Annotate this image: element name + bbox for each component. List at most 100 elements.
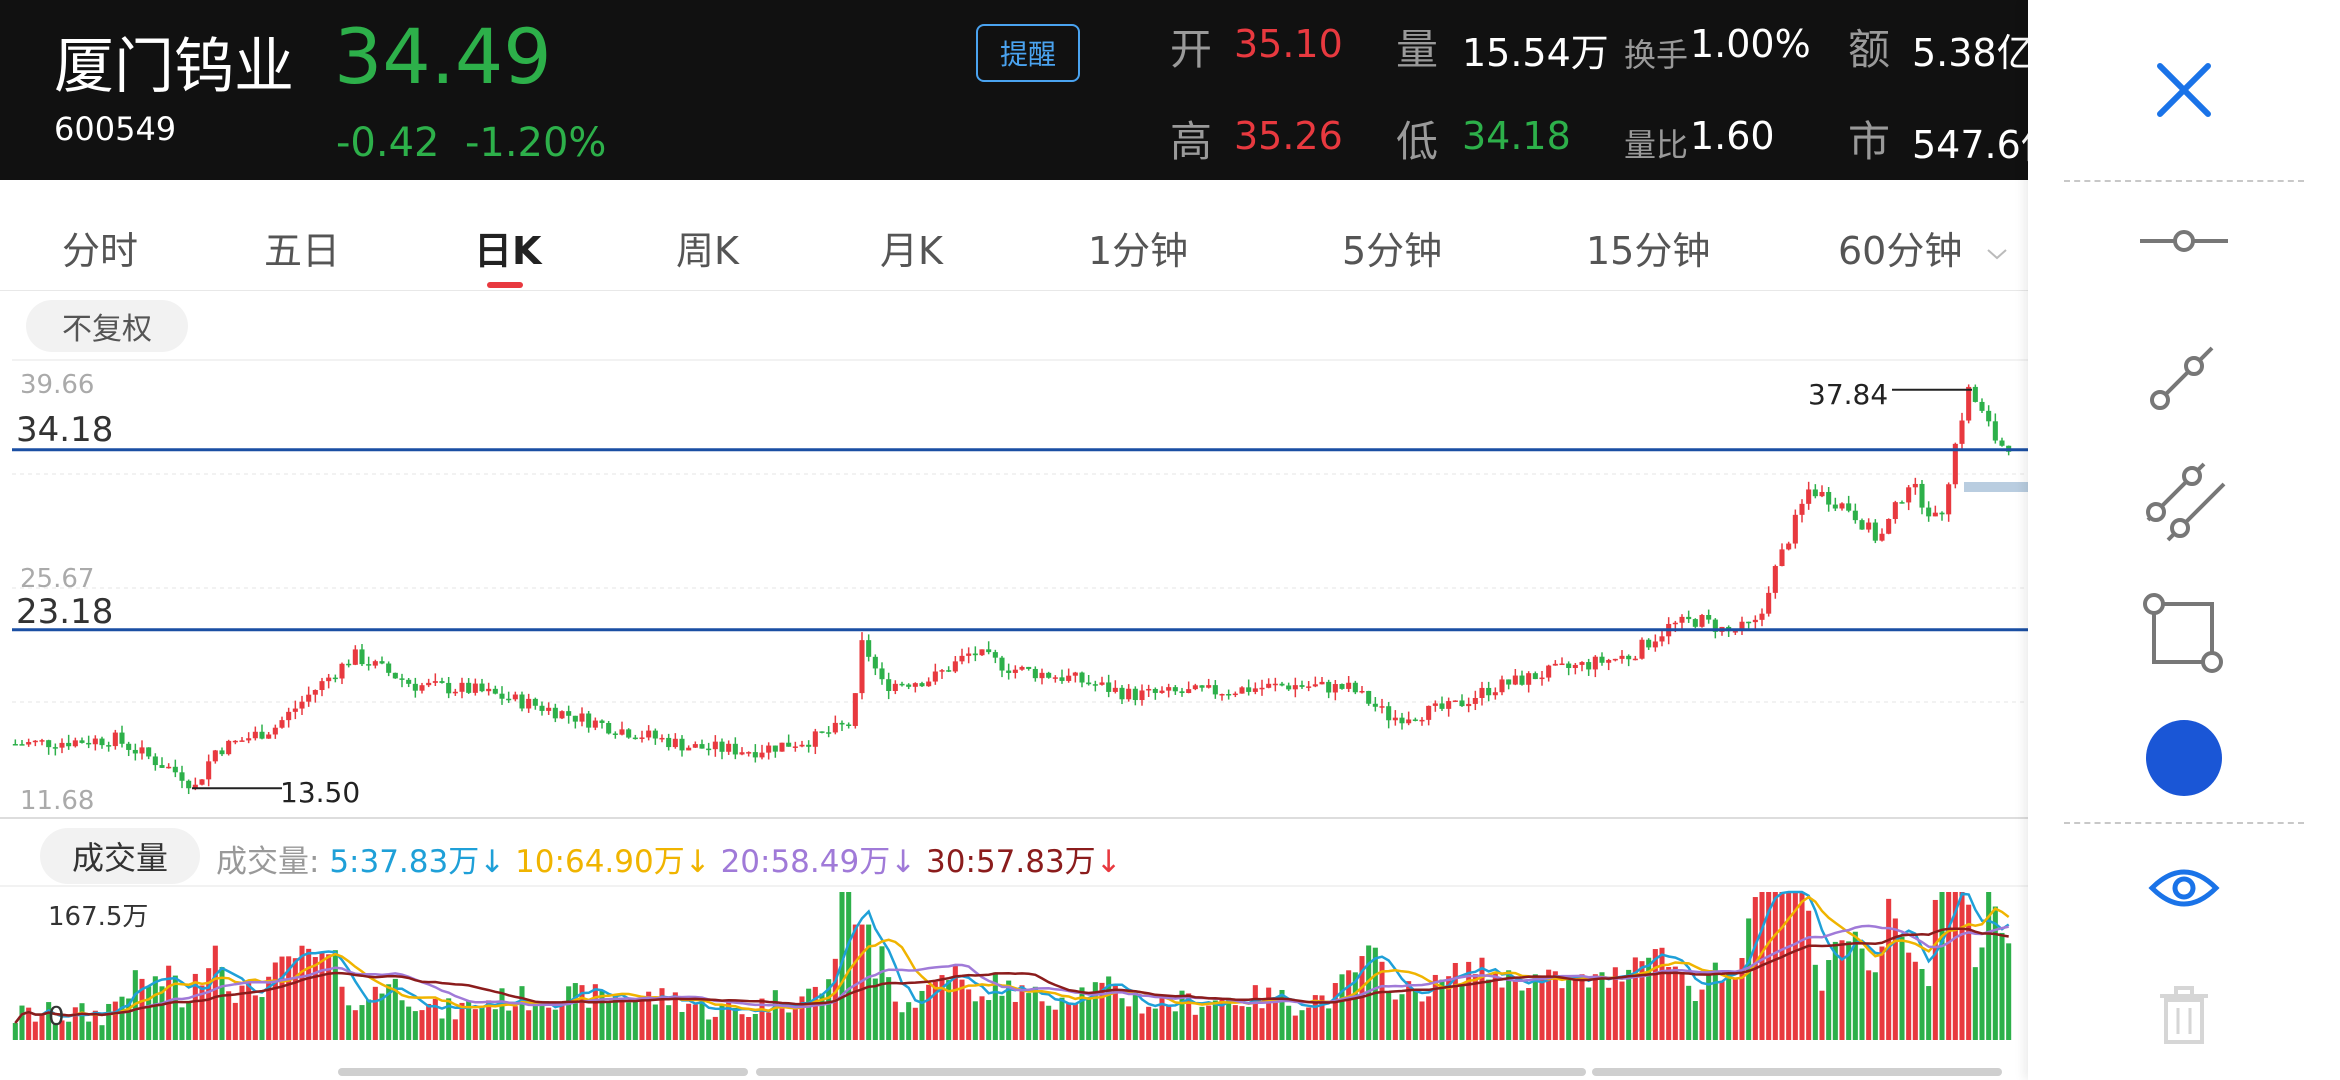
candle-body	[1912, 483, 1918, 488]
volume-bar	[392, 978, 398, 1040]
toolbar-divider	[2064, 180, 2304, 182]
tab-15-minute[interactable]: 15分钟	[1586, 229, 1711, 273]
candle-body	[1566, 663, 1572, 669]
volume-bar	[946, 980, 952, 1040]
candle-body	[1692, 619, 1698, 627]
volume-bar	[1919, 968, 1925, 1040]
candlestick-chart[interactable]	[0, 350, 2028, 820]
candle-body	[992, 652, 998, 658]
volume-bar	[1392, 999, 1398, 1040]
candle-body	[1606, 659, 1612, 663]
parallel-line-icon[interactable]	[2140, 456, 2232, 548]
volume-indicator-selector[interactable]: 成交量	[40, 828, 200, 884]
tab-intraday[interactable]: 分时	[62, 229, 139, 273]
volume-bar	[732, 1007, 738, 1040]
volume-bar	[26, 1007, 32, 1040]
scrollbar-segment[interactable]	[338, 1068, 748, 1076]
price-change: -0.42 -1.20%	[336, 120, 606, 166]
candle-body	[179, 772, 185, 781]
candle-body	[66, 742, 72, 747]
visibility-icon[interactable]	[2148, 862, 2220, 914]
volume-bar	[1639, 961, 1645, 1040]
candle-body	[92, 738, 98, 745]
candle-body	[1086, 682, 1092, 685]
candle-body	[332, 677, 338, 680]
volume-bar	[272, 962, 278, 1040]
candle-body	[532, 698, 538, 706]
candle-body	[972, 653, 978, 656]
volume-bar	[459, 1002, 465, 1040]
horizontal-line-icon[interactable]	[2138, 226, 2230, 256]
volume-bar	[1446, 976, 1452, 1040]
scrollbar-segment[interactable]	[756, 1068, 1586, 1076]
candle-body	[1846, 503, 1852, 511]
candle-body	[159, 765, 165, 768]
volume-bar	[519, 986, 525, 1040]
close-icon[interactable]	[2152, 58, 2216, 122]
tab-5-minute[interactable]: 5分钟	[1342, 229, 1443, 273]
alert-button[interactable]: 提醒	[976, 24, 1080, 82]
candle-body	[1466, 703, 1472, 707]
candle-body	[1439, 703, 1445, 709]
candle-body	[412, 683, 418, 691]
volume-bar	[926, 984, 932, 1040]
tab-monthly-k[interactable]: 月K	[880, 229, 943, 273]
volume-bar	[346, 1005, 352, 1040]
volume-bar	[1566, 976, 1572, 1040]
candle-body	[492, 688, 498, 694]
delete-icon[interactable]	[2158, 986, 2210, 1046]
ray-line-icon[interactable]	[2146, 334, 2226, 414]
rectangle-icon[interactable]	[2142, 592, 2226, 676]
adjustment-selector[interactable]: 不复权	[26, 300, 188, 352]
candle-body	[1346, 682, 1352, 689]
volume-chart[interactable]	[0, 884, 2028, 1044]
volume-bar	[1746, 918, 1752, 1040]
active-tab-indicator	[487, 282, 523, 288]
volume-bar	[879, 946, 885, 1040]
volume-bar	[832, 958, 838, 1040]
volume-bar	[212, 945, 218, 1040]
tab-daily-k[interactable]: 日K	[474, 229, 542, 273]
volume-bar	[1432, 974, 1438, 1040]
volume-bar	[1399, 994, 1405, 1040]
period-tabs: 分时 五日 日K 周K 月K 1分钟 5分钟 15分钟 60分钟	[0, 190, 2028, 291]
candle-body	[119, 732, 125, 744]
candle-body	[479, 683, 485, 692]
candle-body	[1752, 619, 1758, 623]
candle-body	[506, 698, 512, 701]
volume-bar	[1046, 1005, 1052, 1040]
candle-body	[1372, 703, 1378, 707]
volume-ratio-value: 1.60	[1690, 114, 1775, 158]
tab-weekly-k[interactable]: 周K	[676, 229, 739, 273]
candle-body	[1072, 672, 1078, 676]
candle-body	[1592, 656, 1598, 670]
volume-bar	[1912, 961, 1918, 1040]
open-label: 开	[1170, 25, 1213, 74]
candle-body	[312, 690, 318, 695]
candle-body	[1172, 687, 1178, 692]
candle-body	[1619, 655, 1625, 659]
down-arrow-icon: ↓	[684, 844, 711, 880]
candle-body	[1179, 691, 1185, 694]
volume-bar	[1086, 998, 1092, 1040]
candle-body	[746, 752, 752, 754]
tab-60-minute[interactable]: 60分钟	[1838, 220, 2008, 275]
candle-body	[872, 656, 878, 669]
volume-bar	[772, 990, 778, 1040]
volume-bar	[492, 1009, 498, 1040]
scrollbar-segment[interactable]	[1592, 1068, 2002, 1076]
volume-bar	[759, 998, 765, 1040]
candle-body	[1546, 665, 1552, 678]
candle-body	[392, 672, 398, 679]
color-picker-icon[interactable]	[2146, 720, 2222, 796]
volume-bar	[1872, 972, 1878, 1040]
candle-body	[1652, 641, 1658, 648]
volume-bar	[632, 1000, 638, 1040]
candle-body	[1926, 507, 1932, 517]
tab-five-day[interactable]: 五日	[264, 229, 341, 273]
volume-bar	[1212, 1000, 1218, 1040]
candle-body	[1426, 705, 1432, 720]
candle-body	[612, 733, 618, 735]
candle-body	[1839, 503, 1845, 509]
tab-1-minute[interactable]: 1分钟	[1088, 229, 1189, 273]
